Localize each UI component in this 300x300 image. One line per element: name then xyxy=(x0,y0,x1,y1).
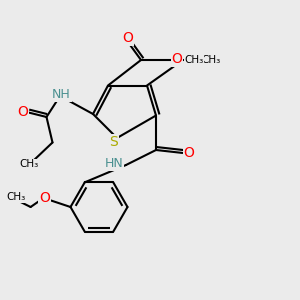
Text: CH₃: CH₃ xyxy=(202,55,221,65)
Text: HN: HN xyxy=(105,157,124,170)
Text: O: O xyxy=(39,191,50,205)
Text: O: O xyxy=(18,106,28,119)
Text: O: O xyxy=(184,146,194,160)
Text: CH₃: CH₃ xyxy=(184,55,204,65)
Text: O: O xyxy=(172,52,182,66)
Text: CH₃: CH₃ xyxy=(6,192,25,202)
Text: O: O xyxy=(122,31,133,45)
Text: NH: NH xyxy=(52,88,71,101)
Text: CH₃: CH₃ xyxy=(20,159,39,170)
Text: S: S xyxy=(110,135,118,148)
